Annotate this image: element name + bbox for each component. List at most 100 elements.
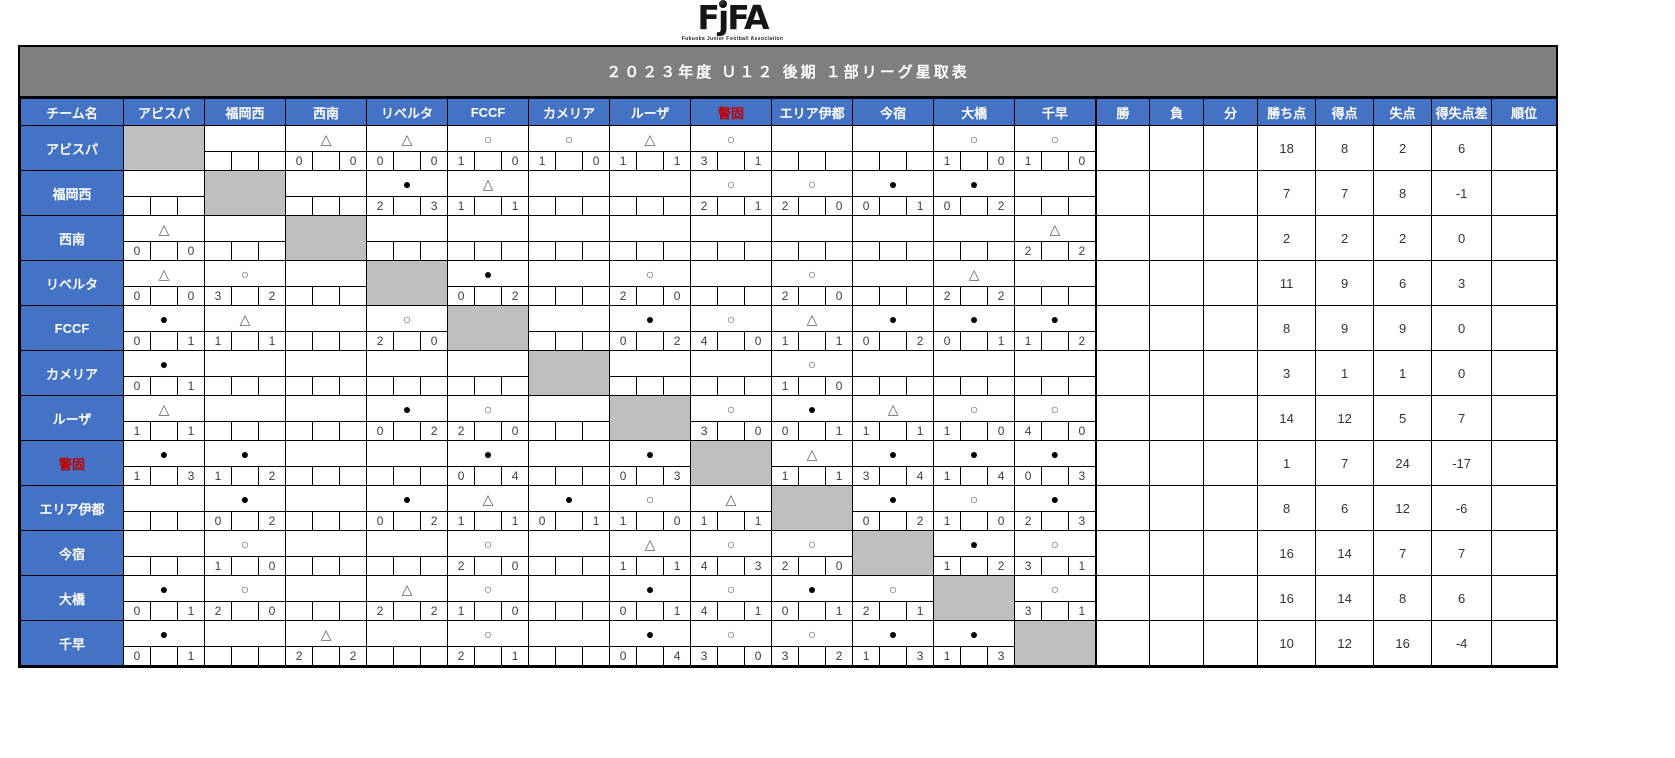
self-match-cell xyxy=(447,305,530,351)
team-label: FCCF xyxy=(20,305,124,351)
score-middle-cell xyxy=(960,421,989,441)
stat-gf-cell: 9 xyxy=(1315,260,1375,306)
score-left-cell xyxy=(285,556,314,576)
score-left-cell xyxy=(285,466,314,486)
score-middle-cell xyxy=(312,466,341,486)
score-middle-cell xyxy=(636,241,665,261)
result-symbol-cell xyxy=(123,170,205,197)
score-middle-cell xyxy=(1041,196,1070,216)
score-right-cell: 1 xyxy=(501,646,530,666)
score-left-cell xyxy=(609,241,638,261)
score-left-cell: 1 xyxy=(123,466,151,486)
score-left-cell: 1 xyxy=(933,421,962,441)
result-symbol-cell: ○ xyxy=(690,575,773,602)
score-left-cell: 3 xyxy=(690,646,719,666)
score-middle-cell xyxy=(312,646,341,666)
result-symbol-cell: ○ xyxy=(690,170,773,197)
column-header-opponent: FCCF xyxy=(447,98,530,126)
self-match-cell xyxy=(933,575,1016,621)
score-left-cell: 0 xyxy=(609,466,638,486)
score-middle-cell xyxy=(717,241,746,261)
score-left-cell: 1 xyxy=(771,331,800,351)
score-right-cell xyxy=(663,241,692,261)
score-middle-cell xyxy=(1041,421,1070,441)
result-symbol-cell: ● xyxy=(123,440,205,467)
score-middle-cell xyxy=(555,331,584,351)
score-left-cell: 0 xyxy=(123,331,151,351)
team-row: ルーザ △ ● ○ ○ ● △ ○ ○ 14 12 5 7 xyxy=(20,395,1558,441)
score-right-cell: 1 xyxy=(501,511,530,531)
result-symbol-cell: ○ xyxy=(771,350,854,377)
score-middle-cell xyxy=(636,331,665,351)
stat-gf-cell: 7 xyxy=(1315,170,1375,216)
result-symbol-cell: ○ xyxy=(447,125,530,152)
score-left-cell: 0 xyxy=(1014,466,1043,486)
result-symbol-cell: ● xyxy=(366,485,449,512)
stat-draw-cell xyxy=(1203,350,1259,396)
score-left-cell: 4 xyxy=(690,601,719,621)
score-left-cell: 3 xyxy=(852,466,881,486)
score-middle-cell xyxy=(312,376,341,396)
result-symbol-cell: ○ xyxy=(933,395,1016,422)
score-right-cell: 0 xyxy=(420,331,449,351)
score-middle-cell xyxy=(879,421,908,441)
score-right-cell xyxy=(582,421,611,441)
score-left-cell: 2 xyxy=(204,601,232,621)
score-middle-cell xyxy=(231,151,259,171)
score-middle-cell xyxy=(393,466,422,486)
score-right-cell xyxy=(906,241,935,261)
score-right-cell xyxy=(906,376,935,396)
score-right-cell: 1 xyxy=(177,646,205,666)
score-left-cell: 2 xyxy=(852,601,881,621)
self-match-cell xyxy=(285,215,368,261)
result-symbol-cell xyxy=(366,215,449,242)
score-middle-cell xyxy=(555,151,584,171)
score-left-cell xyxy=(204,241,232,261)
score-middle-cell xyxy=(150,601,178,621)
self-match-cell xyxy=(123,125,205,171)
score-left-cell: 1 xyxy=(690,511,719,531)
column-header-stat: 勝 xyxy=(1094,98,1151,126)
score-right-cell xyxy=(582,601,611,621)
stat-points-cell: 3 xyxy=(1257,350,1317,396)
score-right-cell xyxy=(1068,286,1097,306)
score-right-cell: 0 xyxy=(1068,421,1097,441)
score-left-cell: 2 xyxy=(609,286,638,306)
score-right-cell xyxy=(582,286,611,306)
score-right-cell: 2 xyxy=(987,556,1016,576)
result-symbol-cell xyxy=(609,170,692,197)
score-middle-cell xyxy=(231,646,259,666)
stat-gf-cell: 6 xyxy=(1315,485,1375,531)
score-right-cell xyxy=(339,376,368,396)
stat-ga-cell: 9 xyxy=(1373,305,1433,351)
result-symbol-cell: ● xyxy=(771,575,854,602)
score-left-cell xyxy=(366,556,395,576)
result-symbol-cell xyxy=(852,125,935,152)
score-middle-cell xyxy=(960,151,989,171)
stat-lose-cell xyxy=(1149,620,1205,666)
logo-letter-f: F xyxy=(697,0,720,37)
result-symbol-cell: ● xyxy=(123,575,205,602)
score-right-cell: 1 xyxy=(744,151,773,171)
score-right-cell xyxy=(420,466,449,486)
score-right-cell: 2 xyxy=(420,601,449,621)
score-right-cell: 2 xyxy=(663,331,692,351)
result-symbol-cell: ○ xyxy=(447,620,530,647)
score-left-cell xyxy=(771,151,800,171)
result-symbol-cell: ● xyxy=(203,440,287,467)
score-right-cell xyxy=(906,151,935,171)
score-middle-cell xyxy=(960,376,989,396)
column-header-opponent: ルーザ xyxy=(609,98,692,126)
score-left-cell xyxy=(447,241,476,261)
score-middle-cell xyxy=(1041,466,1070,486)
score-right-cell: 0 xyxy=(663,286,692,306)
result-symbol-cell xyxy=(285,575,368,602)
result-symbol-cell: △ xyxy=(771,305,854,332)
score-right-cell: 0 xyxy=(501,556,530,576)
score-right-cell: 3 xyxy=(663,466,692,486)
column-header-opponent: エリア伊都 xyxy=(771,98,854,126)
result-symbol-cell xyxy=(447,215,530,242)
